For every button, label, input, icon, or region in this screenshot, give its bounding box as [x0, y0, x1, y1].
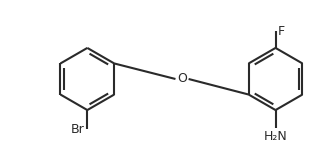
Text: O: O [177, 72, 187, 85]
Text: Br: Br [71, 123, 84, 136]
Text: F: F [278, 25, 285, 38]
Text: H₂N: H₂N [264, 130, 287, 143]
